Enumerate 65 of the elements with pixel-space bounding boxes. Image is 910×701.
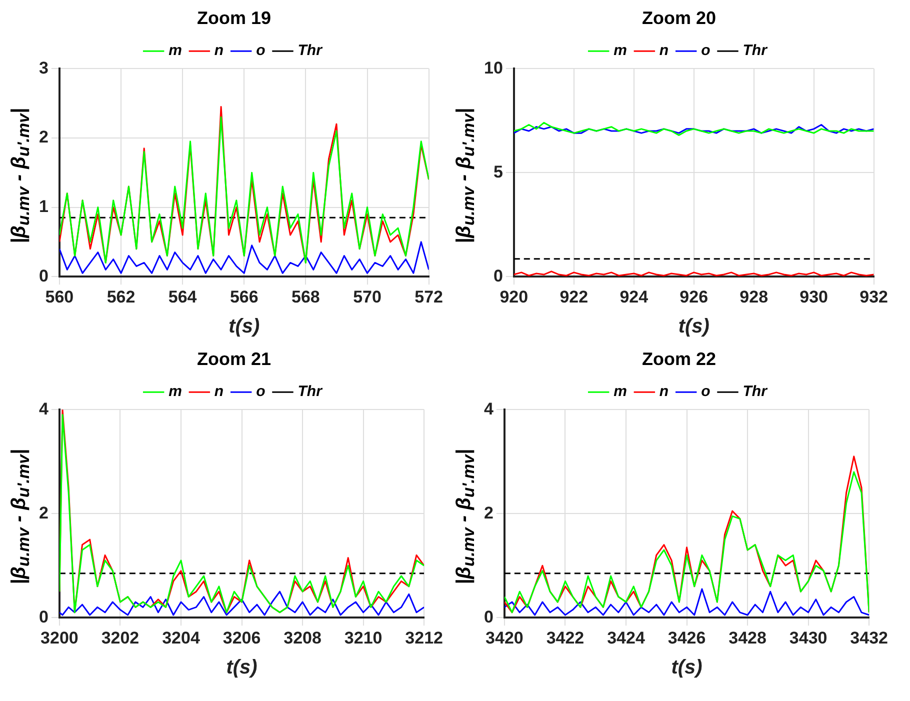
- y-tick-label: 0: [38, 266, 48, 286]
- x-tick-label: 3422: [546, 628, 584, 648]
- chart-title: Zoom 21: [196, 348, 272, 369]
- y-tick-label: 5: [493, 162, 503, 182]
- legend-label: Thr: [298, 383, 324, 400]
- legend-label: Thr: [742, 42, 768, 60]
- legend-label: m: [614, 383, 627, 400]
- legend-label: n: [659, 42, 669, 60]
- x-tick-label: 928: [740, 287, 768, 306]
- x-tick-label: 560: [45, 287, 74, 306]
- legend-label: o: [256, 383, 266, 400]
- x-tick-label: 3208: [284, 628, 322, 648]
- x-tick-label: 3430: [789, 628, 828, 648]
- y-tick-label: 2: [38, 128, 48, 147]
- x-tick-label: 3210: [344, 628, 382, 648]
- x-tick-label: 3206: [222, 628, 261, 648]
- x-tick-label: 3424: [607, 628, 646, 648]
- legend-label: n: [659, 383, 669, 400]
- x-tick-label: 3432: [850, 628, 888, 648]
- x-tick-label: 920: [500, 287, 528, 306]
- x-tick-label: 926: [680, 287, 708, 306]
- legend-label: n: [214, 42, 224, 60]
- y-tick-label: 3: [38, 58, 48, 78]
- y-tick-label: 10: [484, 58, 503, 78]
- x-tick-label: 3426: [668, 628, 706, 648]
- x-axis-title: t(s): [671, 656, 703, 679]
- legend-label: o: [701, 42, 710, 60]
- x-tick-label: 3200: [40, 628, 78, 648]
- legend-label: m: [614, 42, 627, 60]
- y-tick-label: 2: [484, 503, 494, 522]
- x-tick-label: 568: [292, 287, 320, 306]
- x-tick-label: 924: [620, 287, 649, 306]
- chart-title: Zoom 19: [196, 8, 272, 28]
- x-tick-label: 930: [800, 287, 828, 306]
- x-tick-label: 562: [106, 287, 136, 306]
- x-tick-label: 3204: [162, 628, 200, 648]
- x-tick-label: 3420: [486, 628, 524, 648]
- legend-label: m: [168, 383, 182, 400]
- x-tick-label: 922: [560, 287, 588, 306]
- x-tick-label: 570: [353, 287, 382, 306]
- x-tick-label: 3212: [405, 628, 444, 648]
- x-tick-label: 932: [860, 287, 888, 306]
- legend-label: o: [256, 42, 266, 60]
- x-tick-label: 572: [414, 287, 444, 306]
- x-axis-title: t(s): [678, 316, 710, 338]
- legend-label: m: [168, 42, 182, 60]
- x-tick-label: 3428: [728, 628, 766, 648]
- chart-title: Zoom 22: [642, 348, 716, 369]
- y-tick-label: 0: [38, 607, 48, 626]
- x-tick-label: 564: [168, 287, 198, 306]
- legend-label: n: [214, 383, 224, 400]
- x-tick-label: 3202: [101, 628, 140, 648]
- y-tick-label: 4: [484, 399, 494, 418]
- legend-label: Thr: [742, 383, 768, 400]
- chart-title: Zoom 20: [642, 8, 716, 28]
- y-tick-label: 4: [38, 399, 49, 418]
- legend-label: o: [701, 383, 710, 400]
- y-tick-label: 2: [38, 503, 48, 522]
- x-axis-title: t(s): [228, 316, 260, 338]
- y-tick-label: 0: [493, 266, 503, 286]
- legend-label: Thr: [298, 42, 324, 60]
- y-tick-label: 0: [484, 607, 494, 626]
- x-axis-title: t(s): [226, 656, 258, 679]
- y-tick-label: 1: [38, 196, 48, 216]
- x-tick-label: 566: [230, 287, 258, 306]
